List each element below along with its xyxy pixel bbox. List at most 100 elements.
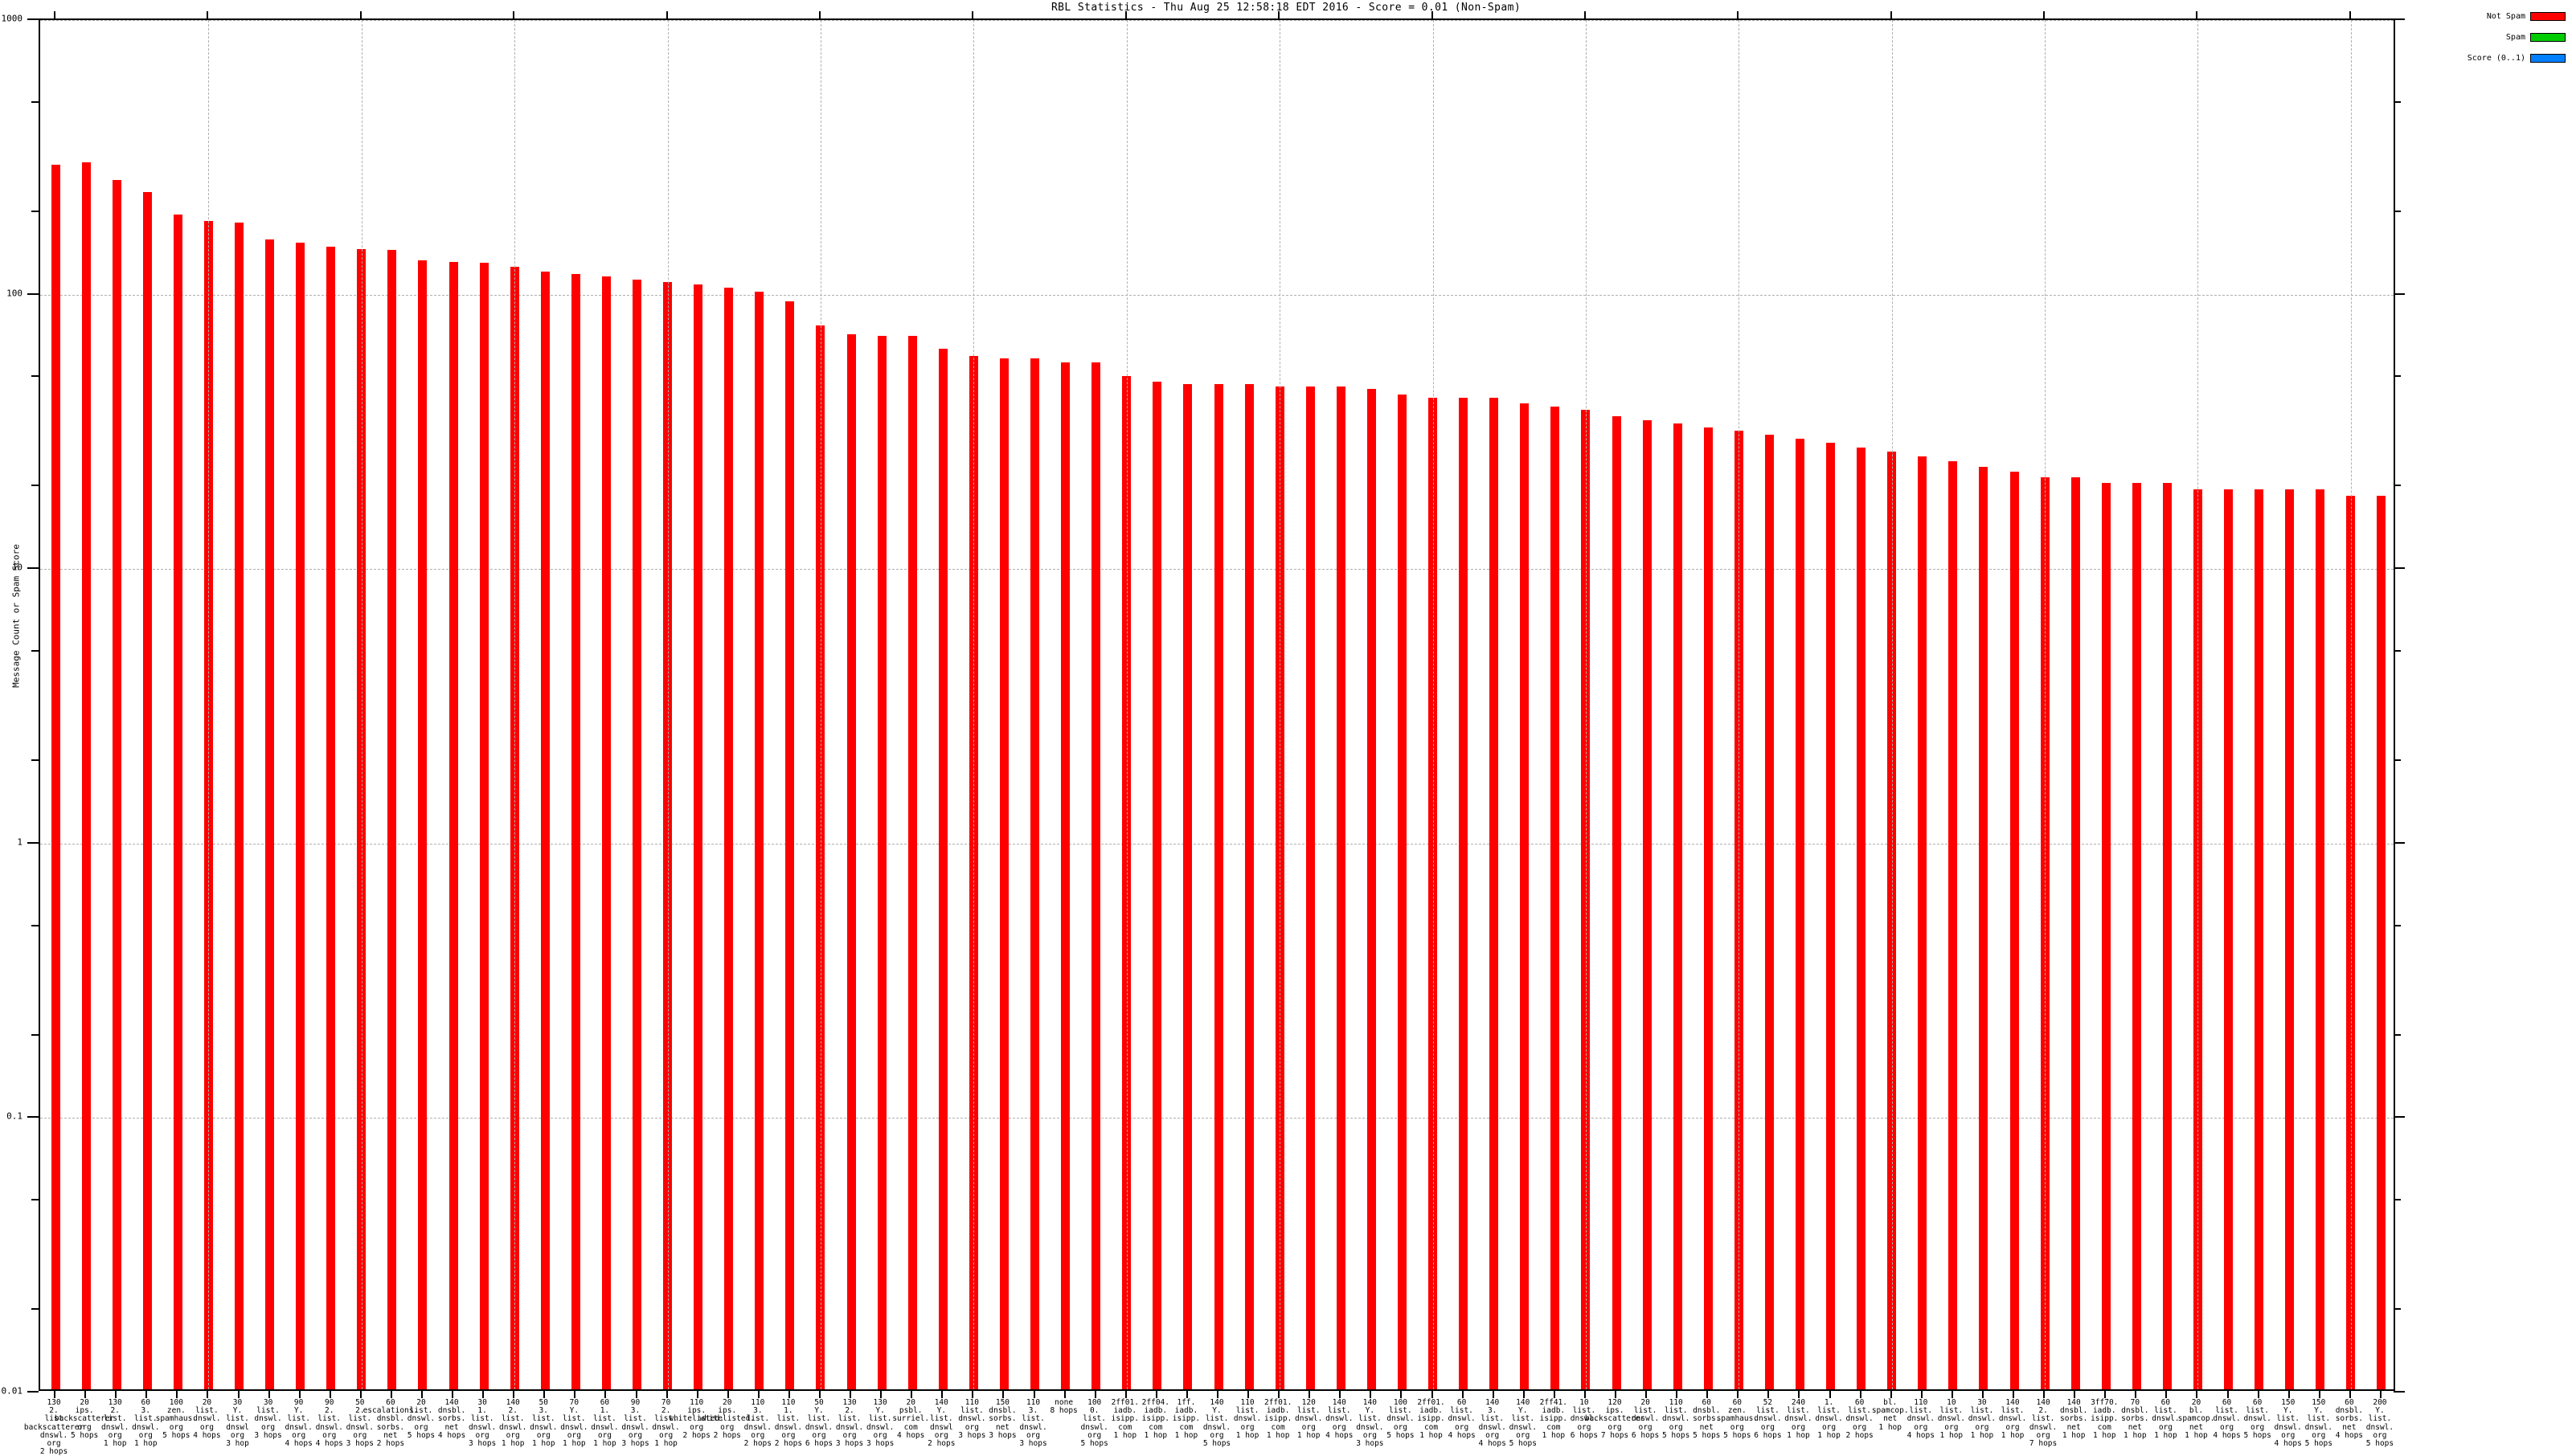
bar	[1336, 386, 1345, 1389]
x-tick-label: 60 escalations. dnsbl. sorbs. net 2 hops	[362, 1398, 419, 1449]
y-tick-minor	[31, 485, 39, 487]
y-tick-minor	[31, 100, 39, 103]
x-tick-top	[1278, 11, 1280, 19]
x-tick-label: 110 3. list. dnswl. org 3 hops	[1019, 1398, 1047, 1449]
x-tick	[1155, 1391, 1157, 1398]
bar	[1183, 383, 1193, 1389]
plot-area	[39, 18, 2395, 1391]
bar	[265, 239, 275, 1389]
bar	[1397, 395, 1407, 1389]
y-tick-label: 0.01	[1, 1385, 23, 1397]
x-tick	[1981, 1391, 1984, 1398]
y-tick-major	[27, 18, 39, 20]
bar	[1795, 439, 1804, 1389]
x-tick-label: 90 Y. list. dnswl. org 4 hops	[285, 1398, 313, 1449]
y-tick-label: 100	[6, 288, 23, 299]
y-tick-minor-right	[2394, 650, 2401, 652]
x-tick-label: 20 list. dnswl. org 4 hops	[193, 1398, 221, 1440]
x-tick-label: 2ff01. iadb. isipp. com 1 hop	[1263, 1398, 1292, 1440]
x-tick-label: 30 1. list. dnswl. org 3 hops	[468, 1398, 497, 1449]
x-tick	[818, 1391, 821, 1398]
grid-line-vertical	[2197, 20, 2199, 1389]
x-tick-top	[1737, 11, 1739, 19]
x-tick-top	[1431, 11, 1433, 19]
x-tick	[2318, 1391, 2320, 1398]
legend-swatch	[2530, 12, 2566, 21]
bar	[448, 261, 458, 1389]
bar	[51, 164, 60, 1389]
x-tick	[604, 1391, 607, 1398]
x-tick-label: none 8 hops	[1050, 1398, 1078, 1416]
bar	[235, 223, 244, 1389]
bar	[1826, 443, 1836, 1389]
bar	[1979, 466, 1988, 1389]
y-tick-major-right	[2394, 18, 2405, 20]
y-tick-major-right	[2394, 841, 2405, 844]
bar	[1305, 386, 1315, 1389]
bar	[2162, 483, 2172, 1389]
bar	[999, 358, 1009, 1389]
y-tick-minor	[31, 1199, 39, 1201]
y-tick-label: 10	[11, 562, 23, 573]
x-tick-label: 2ff01. iadb. isipp. com 1 hop	[1417, 1398, 1445, 1440]
bar	[1918, 456, 1927, 1389]
x-tick	[1615, 1391, 1616, 1398]
grid-line-vertical	[1891, 20, 1893, 1389]
y-tick-major	[27, 567, 39, 570]
x-tick-label: 70 dnsbl. sorbs. net 1 hop	[2121, 1398, 2149, 1440]
x-tick	[1951, 1391, 1953, 1398]
y-tick-major	[27, 1116, 39, 1119]
x-tick-label: 50 2. list. dnswl. org 3 hops	[346, 1398, 374, 1449]
y-tick-label: 1	[17, 836, 23, 848]
x-tick-top	[2043, 11, 2046, 19]
x-tick-label: 20 list. dnswl. org 6 hops	[1631, 1398, 1660, 1440]
x-tick-top	[359, 11, 362, 19]
x-tick-top	[207, 11, 209, 19]
bar	[1612, 416, 1621, 1389]
y-tick-minor-right	[2394, 210, 2401, 212]
bar	[694, 284, 703, 1389]
bar	[2009, 472, 2019, 1389]
grid-line-vertical	[2350, 20, 2352, 1389]
bar	[387, 249, 397, 1389]
bar	[479, 263, 489, 1389]
x-tick	[1706, 1391, 1709, 1398]
x-tick	[1370, 1391, 1372, 1398]
x-tick	[2135, 1391, 2137, 1398]
legend-label: Spam	[2505, 33, 2525, 42]
x-tick-label: 130 Y. list. dnswl. org 3 hops	[866, 1398, 895, 1449]
bar	[633, 280, 642, 1389]
bar	[418, 260, 428, 1389]
x-tick-label: 110 list. dnswl. org 4 hops	[1906, 1398, 1935, 1440]
x-tick-label: 50 3. list. dnswl. org 1 hop	[530, 1398, 558, 1449]
x-tick-label: 140 2. list. dnswl. org 1 hop	[499, 1398, 527, 1449]
x-tick	[1798, 1391, 1800, 1398]
x-tick	[115, 1391, 117, 1398]
x-tick	[54, 1391, 56, 1398]
x-tick	[329, 1391, 331, 1398]
x-tick	[788, 1391, 790, 1398]
x-tick-top	[513, 11, 515, 19]
y-tick-minor-right	[2394, 1033, 2401, 1036]
bar	[1948, 461, 1958, 1389]
y-tick-label: 1000	[1, 13, 23, 24]
y-tick-minor-right	[2394, 485, 2401, 487]
bar	[1214, 383, 1223, 1389]
bar	[2316, 489, 2325, 1389]
x-tick-label: 20 list. dnswl. org 5 hops	[407, 1398, 436, 1440]
bar	[142, 192, 152, 1389]
x-tick	[482, 1391, 485, 1398]
bar	[326, 247, 336, 1389]
x-tick-label: 60 list. dnswl. org 4 hops	[1448, 1398, 1476, 1440]
x-tick	[880, 1391, 883, 1398]
y-tick-minor	[31, 1033, 39, 1036]
bar	[1061, 362, 1071, 1389]
page-title: RBL Statistics - Thu Aug 25 12:58:18 EDT…	[1051, 2, 1521, 14]
x-tick-label: 60 dnsbl. sorbs. net 5 hops	[1693, 1398, 1721, 1440]
x-tick	[972, 1391, 974, 1398]
x-tick-label: 3ff70. iadb. isipp. com 1 hop	[2091, 1398, 2119, 1440]
y-tick-minor	[31, 924, 39, 926]
x-tick	[1767, 1391, 1770, 1398]
grid-line-vertical	[208, 20, 210, 1389]
plot-inner	[40, 20, 2394, 1389]
